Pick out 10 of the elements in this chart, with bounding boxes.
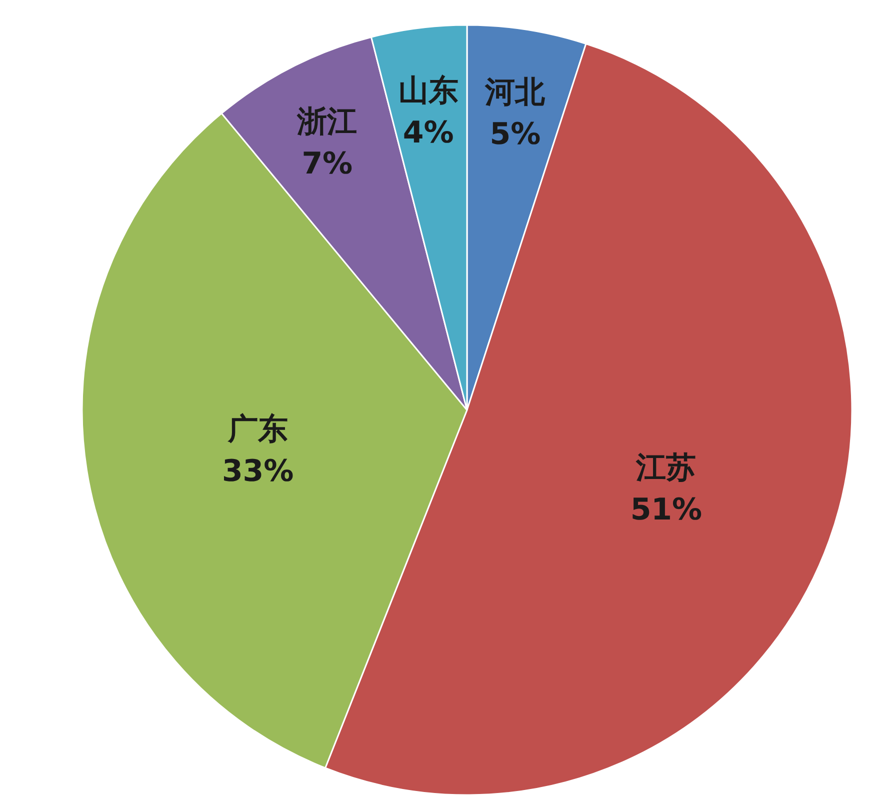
slice-label: 河北 <box>484 74 546 110</box>
slice-label: 浙江 <box>296 104 358 140</box>
data-label: 4% <box>402 115 454 150</box>
data-label: 51% <box>630 492 702 528</box>
data-label: 33% <box>222 454 294 490</box>
slice-label: 山东 <box>398 73 458 108</box>
data-label: 5% <box>490 116 541 152</box>
slice-label: 江苏 <box>635 450 696 486</box>
slice-label: 广东 <box>226 412 288 448</box>
data-label: 7% <box>302 146 353 182</box>
